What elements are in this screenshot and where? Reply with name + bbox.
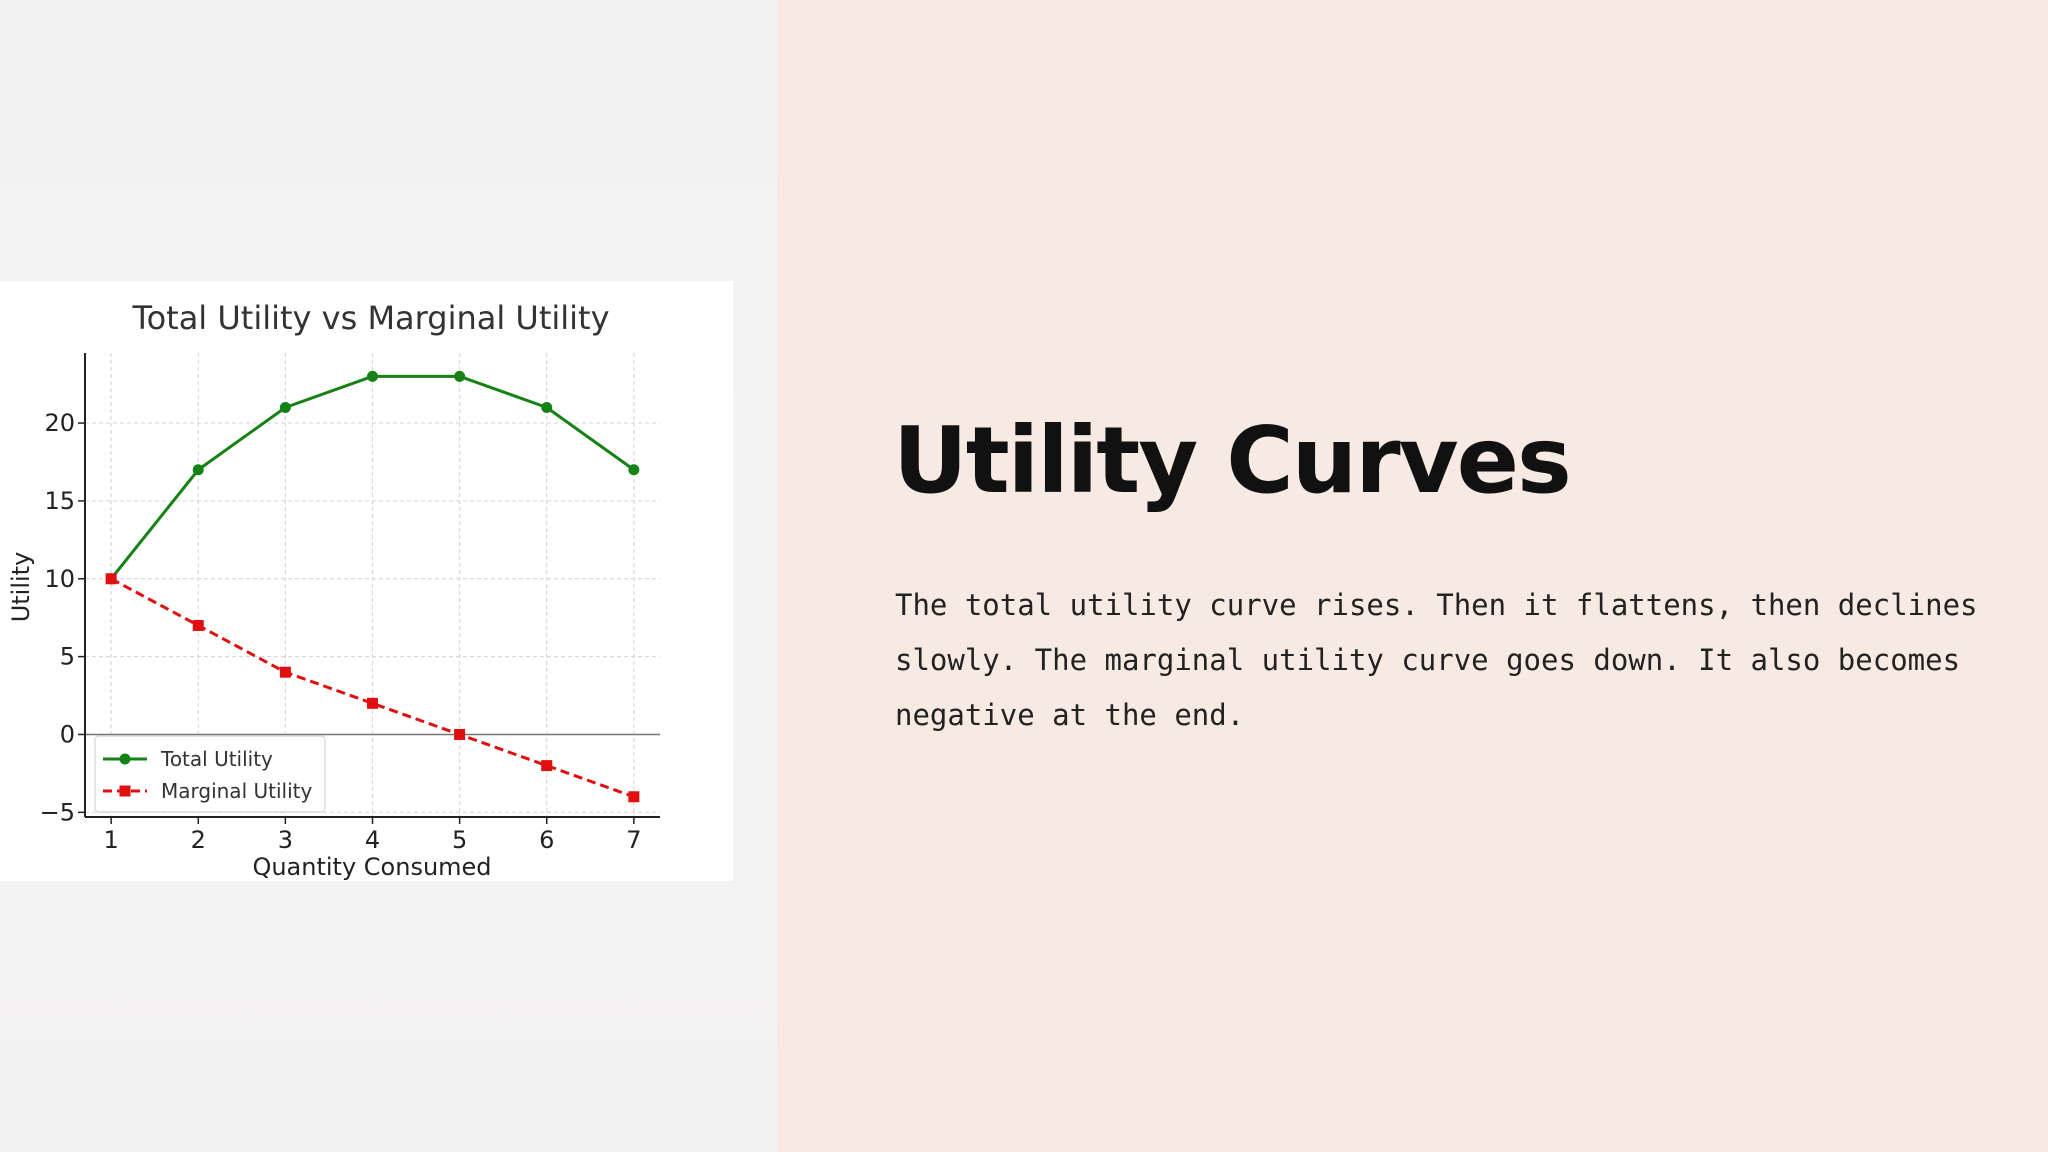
y-axis-label: Utility — [7, 552, 35, 623]
utility-chart: Total Utility vs Marginal Utility 1 2 3 4 5 6… — [7, 299, 660, 881]
x-tick-label: 2 — [191, 826, 206, 854]
slide-title: Utility Curves — [893, 407, 1572, 514]
data-point — [628, 791, 640, 803]
y-tick-label: 15 — [44, 487, 75, 515]
slide-body: The total utility curve rises. Then it f… — [895, 588, 1978, 732]
chart-title: Total Utility vs Marginal Utility — [131, 299, 609, 337]
legend-marker — [119, 753, 131, 765]
x-tick-label: 4 — [365, 826, 380, 854]
y-tick-label: 20 — [44, 409, 75, 437]
legend-box — [94, 735, 326, 813]
legend-label: Total Utility — [160, 747, 273, 771]
data-point — [367, 697, 378, 709]
y-tick-label: 0 — [60, 720, 75, 748]
chart-series — [105, 370, 640, 803]
right-panel — [777, 0, 2048, 1152]
x-tick-label: 5 — [452, 826, 467, 854]
data-point — [628, 464, 640, 476]
data-point — [192, 464, 204, 476]
x-axis-label: Quantity Consumed — [252, 853, 491, 881]
data-point — [541, 401, 553, 413]
data-point — [367, 370, 378, 382]
x-tick-label: 7 — [626, 826, 641, 854]
data-point — [454, 370, 466, 382]
series-line-0 — [109, 374, 635, 580]
data-point — [541, 760, 553, 772]
x-tick-label: 3 — [278, 826, 293, 854]
x-tick-label: 6 — [539, 826, 554, 854]
chart-grid — [85, 353, 660, 817]
x-tick-label: 1 — [103, 826, 118, 854]
y-tick-label: 5 — [60, 643, 75, 671]
chart-card: Total Utility vs Marginal Utility 1 2 3 4 5 6… — [0, 281, 733, 881]
legend-marker — [119, 785, 131, 797]
data-point — [279, 666, 291, 678]
data-point — [105, 573, 117, 585]
data-point — [192, 619, 204, 631]
data-point — [454, 728, 466, 740]
y-tick-label: 10 — [44, 565, 75, 593]
y-tick-label: −5 — [40, 798, 75, 826]
legend-label: Marginal Utility — [161, 779, 312, 803]
chart-axes: 1 2 3 4 5 6 7 −5 0 5 10 15 20 — [40, 353, 660, 854]
data-point — [279, 401, 291, 413]
chart-legend: Total Utility Marginal Utility — [94, 735, 326, 813]
